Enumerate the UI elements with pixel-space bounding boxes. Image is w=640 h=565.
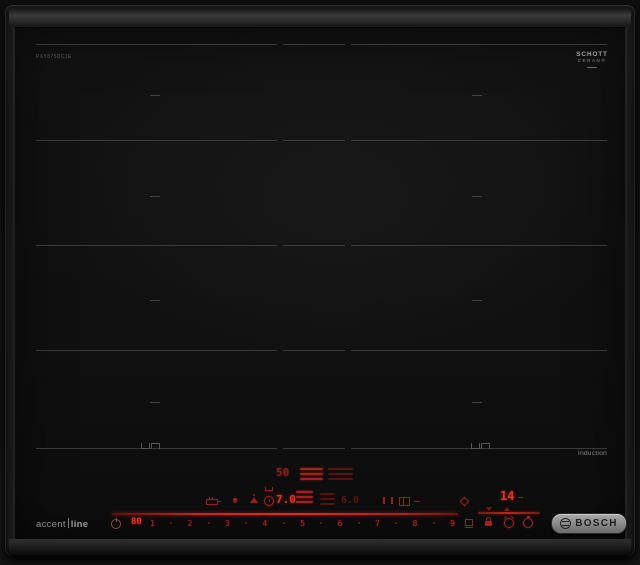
level-bars-left[interactable] (296, 491, 313, 503)
accentline-logo: accent line (36, 518, 88, 530)
boost-display[interactable]: 80 (131, 517, 142, 527)
pan-position-mark-left (141, 443, 160, 449)
zone-line (36, 350, 277, 351)
bosch-logo-text: BOSCH (575, 518, 618, 529)
slider-dot (432, 522, 435, 524)
stopwatch-icon[interactable] (523, 516, 533, 528)
pot-icon (265, 487, 273, 491)
zone-center-mark (472, 402, 482, 403)
slider-dot (245, 522, 248, 524)
zone-center-mark (150, 95, 160, 96)
slider-dot (207, 522, 210, 524)
zone-line (351, 140, 607, 141)
zone-line (351, 245, 607, 246)
temp-bars-high (300, 468, 323, 480)
zone-line (351, 350, 607, 351)
timer-dash (518, 497, 523, 498)
sensor-temp-display: 50 (276, 466, 290, 479)
slider-level-5[interactable]: 5 (300, 518, 305, 528)
frame-bottom-edge (9, 539, 631, 555)
droplet-icon[interactable] (233, 498, 237, 503)
zone-line (283, 350, 345, 351)
schott-ceran-logo: SCHOTT CERAN® (572, 51, 612, 68)
schott-logo-line2: CERAN® (577, 58, 607, 63)
zone-center-mark (150, 196, 160, 197)
timer-display: 14 (500, 489, 515, 503)
zone-line (283, 245, 345, 246)
slider-dot (357, 522, 360, 524)
zone-line (283, 140, 345, 141)
zone-center-mark (472, 95, 482, 96)
bosch-emblem-icon (560, 518, 572, 529)
slider-level-2[interactable]: 2 (187, 518, 193, 528)
slider-dot (395, 522, 398, 524)
power-icon[interactable] (111, 518, 121, 529)
slider-level-3[interactable]: 3 (225, 518, 230, 528)
timer-up-icon[interactable] (504, 507, 510, 511)
slider-level-7[interactable]: 7 (375, 518, 380, 528)
slider-level-8[interactable]: 8 (412, 518, 418, 528)
zone-line (36, 140, 277, 141)
level-bars-right[interactable] (320, 493, 335, 505)
timer-clock-icon[interactable] (264, 496, 274, 506)
frying-sensor-pan-icon[interactable] (206, 497, 221, 505)
right-level-display: 6.0 (341, 495, 360, 506)
schott-logo-line1: SCHOTT (576, 51, 608, 58)
slider-level-6[interactable]: 6 (337, 518, 343, 528)
zone-line (36, 448, 277, 449)
wipe-protection-icon[interactable] (465, 519, 473, 528)
zone-line (351, 44, 607, 45)
glass-surface (15, 27, 625, 539)
zone-center-mark (472, 196, 482, 197)
zone-center-mark (150, 300, 160, 301)
slider-level-4[interactable]: 4 (262, 518, 268, 528)
induction-label: Induction (578, 450, 608, 457)
zone-line (283, 448, 345, 449)
move-pan-icon[interactable] (399, 497, 410, 506)
power-slider-track[interactable] (112, 513, 458, 515)
zone-center-mark (472, 300, 482, 301)
zone-line (283, 44, 345, 45)
slider-level-9[interactable]: 9 (450, 518, 455, 528)
steam-icon[interactable] (250, 494, 258, 503)
glass-left-bevel (13, 27, 15, 539)
right-slider-track[interactable] (478, 512, 540, 514)
bosch-badge: BOSCH (551, 513, 627, 534)
slider-dot (282, 522, 285, 524)
pause-icon[interactable] (383, 497, 393, 504)
temp-bars-low (328, 468, 353, 480)
left-level-display: 7.0 (276, 493, 296, 506)
schott-logo-dash (587, 67, 597, 68)
slider-dot (170, 522, 173, 524)
zone-line (36, 44, 277, 45)
alarm-clock-icon[interactable] (504, 518, 514, 528)
child-lock-icon[interactable] (485, 517, 492, 526)
accentline-prefix: accent (36, 519, 66, 530)
frame-top-edge (9, 8, 631, 27)
timer-down-icon[interactable] (486, 507, 492, 511)
power-level-slider[interactable]: 1 2 3 4 5 6 7 8 9 (150, 518, 455, 528)
accentline-suffix: line (70, 519, 89, 530)
glass-right-bevel (625, 27, 627, 539)
function-dash (414, 501, 420, 502)
slider-dot (320, 522, 323, 524)
zone-line (36, 245, 277, 246)
model-marking: PXY875DC1E (36, 54, 72, 60)
pan-position-mark-right (471, 443, 490, 449)
slider-level-1[interactable]: 1 (150, 518, 155, 528)
accentline-divider (67, 518, 69, 528)
zone-center-mark (150, 402, 160, 403)
